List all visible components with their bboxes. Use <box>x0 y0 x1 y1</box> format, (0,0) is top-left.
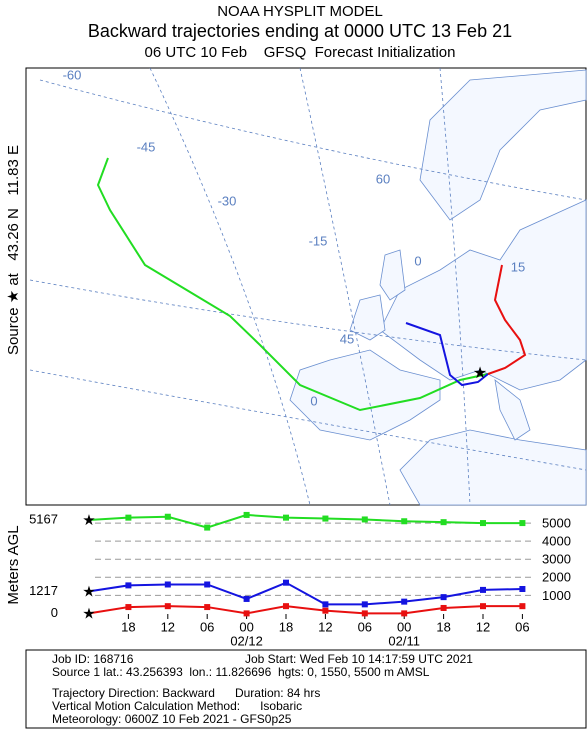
graticule-label: 15 <box>511 259 525 274</box>
point-marker <box>519 603 526 610</box>
source-star: ★ <box>473 365 487 382</box>
point-marker <box>480 586 486 593</box>
subtitle: Backward trajectories ending at 0000 UTC… <box>88 21 512 41</box>
series-line <box>88 581 523 606</box>
point-marker <box>480 520 486 527</box>
point-marker <box>480 603 486 610</box>
point-marker <box>361 610 368 617</box>
info-frame <box>25 649 587 729</box>
graticule-label: -30 <box>218 193 237 208</box>
point-marker <box>440 519 447 526</box>
y-tick-label: 3000 <box>542 552 571 567</box>
y-axis-label: Meters AGL <box>5 525 22 604</box>
point-marker <box>283 603 289 610</box>
coastlines <box>289 69 587 506</box>
point-marker <box>519 586 526 592</box>
x-tick-label: 12 <box>161 619 175 634</box>
date-label: 02/11 <box>388 633 420 648</box>
x-tick-label: 00 <box>239 619 253 634</box>
y-tick-label: 1000 <box>542 588 571 603</box>
graticule-label: -15 <box>309 233 328 248</box>
info-source: Source 1 lat.: 43.256393 lon.: 11.826696… <box>52 665 430 679</box>
point-marker <box>401 610 408 617</box>
graticule-label: -45 <box>137 139 156 154</box>
x-tick-label: 06 <box>200 619 214 634</box>
point-marker <box>125 604 132 611</box>
info-meteorology: Meteorology: 0600Z 10 Feb 2021 - GFS0p25 <box>52 712 292 726</box>
graticule-label: 0 <box>414 253 421 268</box>
point-marker <box>361 516 368 523</box>
point-marker <box>283 579 289 586</box>
point-marker <box>440 604 447 611</box>
point-marker <box>243 610 250 617</box>
start-height-label: 5167 <box>29 511 58 526</box>
point-marker <box>283 514 289 521</box>
graticule <box>29 67 587 506</box>
x-tick-label: 18 <box>279 619 293 634</box>
point-marker <box>125 582 132 589</box>
start-star: ★ <box>82 512 95 529</box>
x-tick-label: 06 <box>515 619 529 634</box>
info-direction: Trajectory Direction: Backward Duration:… <box>52 686 320 700</box>
series-line <box>88 513 523 529</box>
point-marker <box>440 594 447 601</box>
y-tick-label: 4000 <box>542 534 571 549</box>
point-marker <box>243 511 250 518</box>
point-marker <box>322 515 329 522</box>
info-job-start: Job Start: Wed Feb 10 14:17:59 UTC 2021 <box>245 652 473 666</box>
point-marker <box>361 601 368 608</box>
point-marker <box>204 581 211 588</box>
trajectories <box>96 157 527 412</box>
series-line <box>88 605 523 615</box>
x-tick-label: 00 <box>397 619 411 634</box>
date-label: 02/12 <box>230 633 263 648</box>
point-marker <box>125 514 132 521</box>
x-tick-label: 06 <box>358 619 372 634</box>
start-star: ★ <box>82 605 95 622</box>
map: ★ <box>25 67 587 506</box>
start-height-label: 0 <box>51 605 58 620</box>
point-marker <box>322 607 329 614</box>
info-method: Vertical Motion Calculation Method: Isob… <box>52 699 302 713</box>
graticule-label: 60 <box>376 171 390 186</box>
y-tick-label: 2000 <box>542 570 571 585</box>
point-marker <box>204 604 211 611</box>
x-tick-label: 12 <box>318 619 332 634</box>
graticule-label: -60 <box>63 67 82 82</box>
graticule-label: 0 <box>310 393 317 408</box>
point-marker <box>204 524 211 531</box>
point-marker <box>322 601 329 608</box>
x-tick-label: 18 <box>436 619 450 634</box>
point-marker <box>401 598 408 605</box>
point-marker <box>164 513 171 520</box>
point-marker <box>164 581 171 588</box>
source-label: Source ★ at 43.26 N 11.83 E <box>5 145 22 355</box>
point-marker <box>164 603 171 610</box>
start-star: ★ <box>82 583 95 600</box>
title: NOAA HYSPLIT MODEL <box>217 3 383 20</box>
x-tick-label: 12 <box>476 619 490 634</box>
graticule-label: 45 <box>340 331 354 346</box>
info-job-id: Job ID: 168716 <box>52 652 134 666</box>
start-height-label: 1217 <box>29 583 58 598</box>
x-tick-label: 18 <box>121 619 135 634</box>
y-tick-label: 5000 <box>542 516 571 531</box>
point-marker <box>519 520 526 527</box>
subtitle2: 06 UTC 10 Feb GFSQ Forecast Initializati… <box>145 44 456 61</box>
point-marker <box>243 595 250 602</box>
point-marker <box>401 518 408 525</box>
